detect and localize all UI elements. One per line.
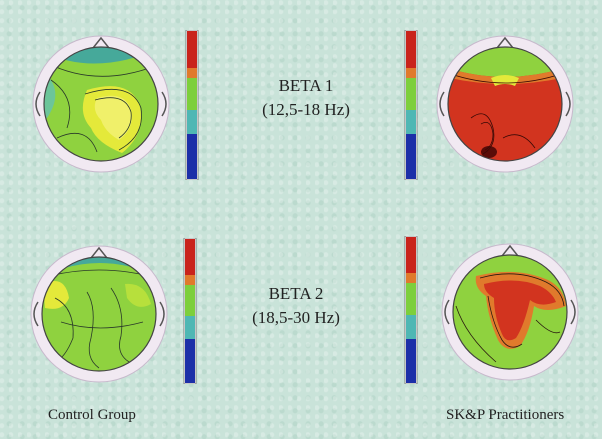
beta2-control-color-scale [183,238,197,384]
beta1-name: BETA 1 [278,76,334,95]
skp-practitioners-label: SK&P Practitioners [446,407,565,423]
beta2-skp-color-scale [404,236,418,384]
control-group-label: Control Group [48,407,136,423]
beta2-name: BETA 2 [268,284,324,303]
beta1-skp-color-scale [404,30,418,180]
beta1-label: BETA 1 (12,5-18 Hz) [226,74,386,122]
beta2-range: (18,5-30 Hz) [252,308,340,327]
beta2-label: BETA 2 (18,5-30 Hz) [216,282,376,330]
beta1-range: (12,5-18 Hz) [262,100,350,119]
beta1-control-group-map [32,35,170,173]
beta2-skp-practitioners-map [441,243,579,381]
beta1-control-color-scale [185,30,199,180]
beta2-control-group-map [30,245,168,383]
beta1-skp-practitioners-map [436,35,574,173]
